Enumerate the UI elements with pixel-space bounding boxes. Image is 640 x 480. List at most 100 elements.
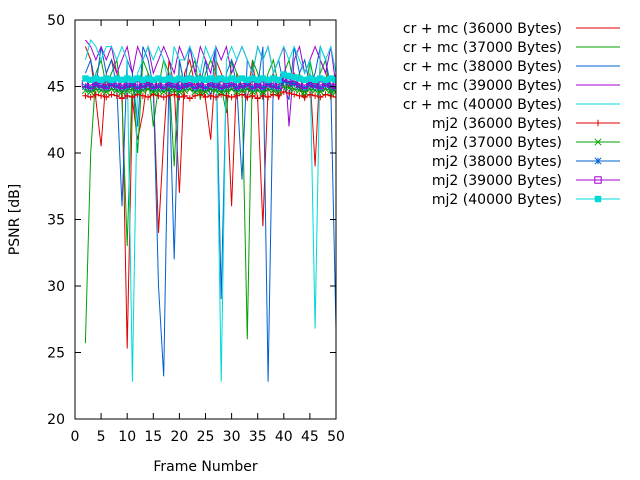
data-point [97, 82, 105, 91]
legend-label: cr + mc (37000 Bytes) [403, 40, 562, 56]
data-point [291, 73, 298, 81]
data-point [327, 75, 334, 82]
data-point [238, 82, 246, 91]
data-point [139, 76, 147, 84]
series-line [84, 57, 336, 344]
data-point [186, 95, 194, 102]
data-point [87, 84, 95, 92]
y-tick-label: 20 [47, 412, 65, 428]
data-point [306, 75, 314, 82]
data-point [191, 84, 199, 92]
data-point [123, 82, 131, 91]
data-point [291, 91, 298, 98]
data-point [165, 81, 173, 89]
legend-label: cr + mc (40000 Bytes) [403, 97, 562, 113]
data-point [317, 75, 324, 82]
data-point [280, 77, 288, 85]
x-tick-label: 10 [118, 429, 136, 445]
data-point [207, 92, 214, 100]
data-point [290, 80, 298, 88]
legend-label: mj2 (39000 Bytes) [432, 173, 562, 189]
legend: cr + mc (36000 Bytes) cr + mc (37000 Byte… [403, 21, 620, 208]
data-point [202, 93, 209, 101]
data-point [233, 76, 241, 84]
data-point [165, 92, 173, 100]
data-point [175, 84, 183, 92]
data-point [108, 76, 115, 84]
data-point [269, 82, 277, 91]
data-point [296, 92, 303, 100]
data-point [118, 76, 126, 84]
data-point [92, 81, 100, 89]
data-point [264, 81, 272, 89]
series-layer [81, 38, 336, 382]
data-point [186, 75, 194, 82]
data-point [160, 93, 167, 101]
data-point [249, 75, 256, 82]
data-point [186, 81, 194, 89]
legend-label: mj2 (36000 Bytes) [432, 116, 562, 132]
data-point [217, 81, 225, 89]
data-point [259, 75, 267, 82]
data-point [197, 75, 204, 82]
series-4 [85, 39, 336, 127]
data-point [82, 75, 89, 82]
data-point [176, 93, 183, 101]
legend-entry: mj2 (40000 Bytes) [432, 192, 620, 208]
x-tick-label: 15 [144, 429, 162, 445]
data-point [275, 92, 282, 100]
data-point [181, 82, 189, 91]
x-tick-label: 30 [223, 429, 241, 445]
legend-label: cr + mc (36000 Bytes) [403, 21, 562, 37]
y-tick-label: 45 [47, 80, 65, 96]
data-point [102, 84, 110, 92]
data-point [139, 82, 147, 91]
data-point [280, 71, 287, 78]
data-point [176, 75, 183, 82]
x-tick-label: 50 [327, 429, 345, 445]
data-point [170, 82, 178, 91]
data-point [275, 84, 283, 92]
data-point [254, 95, 261, 102]
series-5 [84, 38, 336, 382]
y-tick-label: 25 [47, 346, 65, 362]
data-point [103, 75, 110, 82]
legend-marker [594, 195, 602, 203]
data-point [238, 75, 246, 82]
data-point [311, 92, 319, 100]
legend-entry: cr + mc (38000 Bytes) [403, 59, 620, 75]
data-point [316, 81, 325, 89]
y-tick-label: 30 [47, 279, 65, 295]
data-point [280, 88, 287, 96]
data-point [102, 81, 111, 89]
data-point [322, 76, 329, 84]
data-point [144, 81, 152, 89]
data-point [149, 84, 157, 92]
data-point [243, 81, 251, 89]
data-point [301, 93, 308, 101]
data-point [181, 76, 188, 84]
data-point [139, 92, 147, 100]
data-point [129, 76, 136, 84]
data-point [170, 76, 178, 84]
y-tick-label: 50 [47, 13, 65, 29]
legend-label: mj2 (40000 Bytes) [432, 192, 562, 208]
data-point [191, 76, 199, 84]
legend-marker [594, 119, 602, 127]
series-line [85, 39, 336, 127]
data-point [228, 93, 235, 101]
series-2 [84, 57, 336, 344]
y-tick-label: 40 [47, 146, 65, 162]
data-point [301, 76, 308, 84]
data-point [228, 75, 235, 82]
data-point [124, 75, 131, 82]
legend-entry: cr + mc (39000 Bytes) [403, 78, 620, 94]
data-point [150, 76, 157, 84]
data-point [259, 81, 267, 89]
legend-label: mj2 (37000 Bytes) [432, 135, 562, 151]
data-point [295, 82, 304, 91]
data-point [332, 76, 336, 84]
data-point [202, 76, 209, 84]
data-point [311, 82, 319, 91]
data-point [113, 82, 121, 91]
